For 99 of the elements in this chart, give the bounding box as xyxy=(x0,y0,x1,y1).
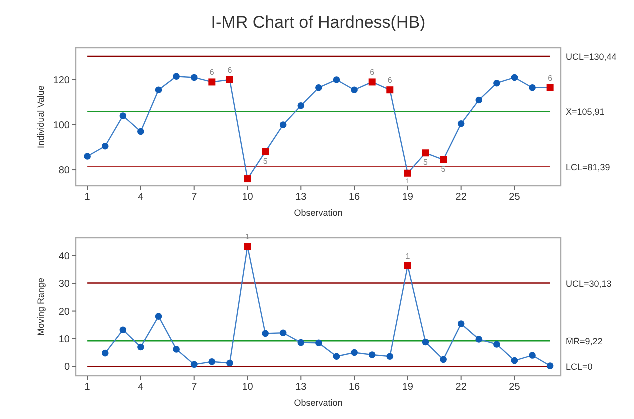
point xyxy=(155,313,162,320)
point xyxy=(494,341,500,348)
point xyxy=(173,346,180,353)
point xyxy=(351,86,358,94)
y-tick-label: 0 xyxy=(64,362,70,374)
point xyxy=(120,326,127,334)
point xyxy=(208,78,216,86)
point xyxy=(333,76,340,84)
point xyxy=(476,336,483,343)
point xyxy=(102,350,109,357)
annotation: 6 xyxy=(548,74,554,83)
chart-title: I-MR Chart of Hardness(HB) xyxy=(211,13,426,32)
point xyxy=(298,339,305,346)
y-tick-label: 20 xyxy=(58,306,70,318)
x-tick-label: 16 xyxy=(348,382,361,393)
point xyxy=(280,330,287,337)
y-tick-label: 120 xyxy=(53,75,70,86)
x-tick-label: 19 xyxy=(402,192,414,203)
x-tick-label: 25 xyxy=(509,192,521,203)
x-tick-label: 16 xyxy=(348,192,361,203)
ref-line-label: LCL=0 xyxy=(566,362,593,372)
point xyxy=(529,352,536,359)
y-axis-title: Moving Range xyxy=(36,278,46,336)
ref-line-label: LCL=81,39 xyxy=(566,162,610,172)
ref-line-label: M̄R̄=9,22 xyxy=(566,336,603,347)
y-tick-label: 40 xyxy=(58,251,70,262)
y-tick-label: 80 xyxy=(58,166,70,177)
y-tick-label: 10 xyxy=(58,334,70,346)
point xyxy=(422,150,430,157)
point xyxy=(316,340,322,346)
y-tick-label: 30 xyxy=(58,279,70,290)
point xyxy=(476,96,483,104)
point xyxy=(226,76,234,84)
point xyxy=(262,148,270,156)
annotation: 5 xyxy=(263,157,268,166)
point xyxy=(84,153,91,160)
x-tick-label: 7 xyxy=(192,382,198,393)
ref-line-label: UCL=30,13 xyxy=(566,278,612,289)
point xyxy=(546,362,554,370)
x-tick-label: 4 xyxy=(138,382,144,393)
y-tick-label: 100 xyxy=(53,120,70,132)
point xyxy=(404,170,412,177)
point xyxy=(351,349,358,356)
x-tick-label: 10 xyxy=(242,192,254,203)
point xyxy=(511,357,518,364)
point xyxy=(422,338,430,346)
x-tick-label: 4 xyxy=(138,192,144,203)
annotation: 6 xyxy=(210,68,215,78)
point xyxy=(494,80,500,87)
x-tick-label: 22 xyxy=(456,382,468,393)
point xyxy=(138,344,144,351)
point xyxy=(173,73,180,80)
annotation: 6 xyxy=(228,66,233,75)
annotation: 5 xyxy=(441,164,446,174)
point xyxy=(102,142,109,150)
annotation: 6 xyxy=(388,76,393,86)
x-tick-label: 22 xyxy=(456,192,468,203)
point xyxy=(368,78,376,86)
point xyxy=(404,262,412,270)
x-tick-label: 19 xyxy=(402,382,414,393)
point xyxy=(368,352,376,358)
point xyxy=(440,156,448,164)
point xyxy=(138,128,144,136)
point xyxy=(244,243,252,250)
point xyxy=(190,361,198,368)
x-tick-label: 1 xyxy=(84,192,91,203)
point xyxy=(546,84,554,92)
ref-line-label: UCL=130,44 xyxy=(566,52,617,62)
point xyxy=(280,122,287,128)
x-tick-label: 7 xyxy=(192,192,198,203)
point xyxy=(511,74,518,82)
annotation: 5 xyxy=(424,158,429,168)
x-tick-label: 25 xyxy=(509,382,521,393)
point xyxy=(120,112,127,120)
annotation: 1 xyxy=(406,252,411,261)
x-tick-label: 13 xyxy=(296,382,308,393)
point xyxy=(316,84,322,92)
x-tick-label: 13 xyxy=(296,192,308,203)
y-axis-title: Individual Value xyxy=(36,86,46,148)
point xyxy=(208,358,216,366)
point xyxy=(155,86,162,94)
point xyxy=(190,74,198,82)
point xyxy=(298,102,305,110)
x-tick-label: 1 xyxy=(84,382,91,393)
x-axis-title: Observation xyxy=(294,398,343,408)
point xyxy=(226,360,234,367)
point xyxy=(440,356,447,364)
ref-line-label: X̄=105,91 xyxy=(566,107,605,118)
point xyxy=(458,320,465,328)
x-tick-label: 10 xyxy=(242,382,254,393)
point xyxy=(458,120,465,128)
point xyxy=(262,330,269,338)
annotation: 6 xyxy=(370,68,376,78)
x-axis-title: Observation xyxy=(294,208,343,218)
point xyxy=(529,84,536,92)
point xyxy=(386,86,394,94)
point xyxy=(333,353,340,360)
point xyxy=(386,353,394,360)
point xyxy=(244,176,252,183)
